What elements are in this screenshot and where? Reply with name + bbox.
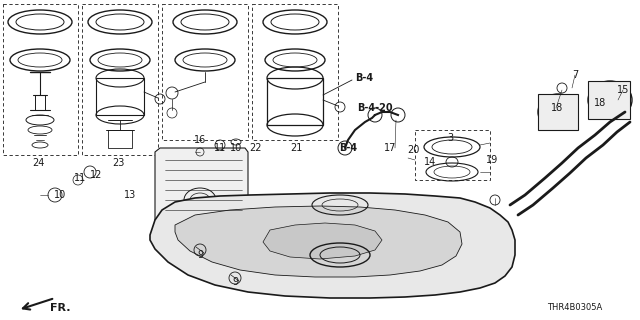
Bar (538, 94, 578, 130)
Text: 19: 19 (486, 155, 498, 165)
Text: 12: 12 (90, 170, 102, 180)
Polygon shape (155, 148, 248, 224)
Bar (162, 4, 248, 140)
Bar (82, 4, 158, 155)
Text: 10: 10 (230, 143, 242, 153)
Polygon shape (263, 223, 382, 259)
Bar (96, 78, 144, 115)
Bar (267, 78, 323, 125)
Polygon shape (150, 193, 515, 298)
Text: 13: 13 (124, 190, 136, 200)
Text: B-4-20: B-4-20 (357, 103, 393, 113)
Text: 7: 7 (572, 70, 578, 80)
Text: 22: 22 (249, 143, 261, 153)
Text: 23: 23 (112, 158, 124, 168)
Polygon shape (175, 206, 462, 277)
Text: 15: 15 (617, 85, 629, 95)
Text: 9: 9 (232, 277, 238, 287)
Text: 24: 24 (32, 158, 44, 168)
Text: 3: 3 (447, 133, 453, 143)
Text: 18: 18 (551, 103, 563, 113)
Bar (415, 130, 490, 180)
Text: 14: 14 (424, 157, 436, 167)
Text: 21: 21 (290, 143, 302, 153)
Text: FR.: FR. (50, 303, 70, 313)
Text: 17: 17 (384, 143, 396, 153)
Bar (3, 4, 78, 155)
Text: 10: 10 (54, 190, 66, 200)
Bar (588, 81, 630, 119)
Text: 20: 20 (407, 145, 419, 155)
Text: 11: 11 (74, 173, 86, 183)
Bar (108, 130, 132, 148)
Text: 18: 18 (594, 98, 606, 108)
Text: B-4: B-4 (339, 143, 357, 153)
Text: 16: 16 (194, 135, 206, 145)
Bar (252, 4, 338, 140)
Text: THR4B0305A: THR4B0305A (547, 303, 603, 313)
Text: 11: 11 (214, 143, 226, 153)
Text: 9: 9 (197, 250, 203, 260)
Text: B-4: B-4 (355, 73, 373, 83)
